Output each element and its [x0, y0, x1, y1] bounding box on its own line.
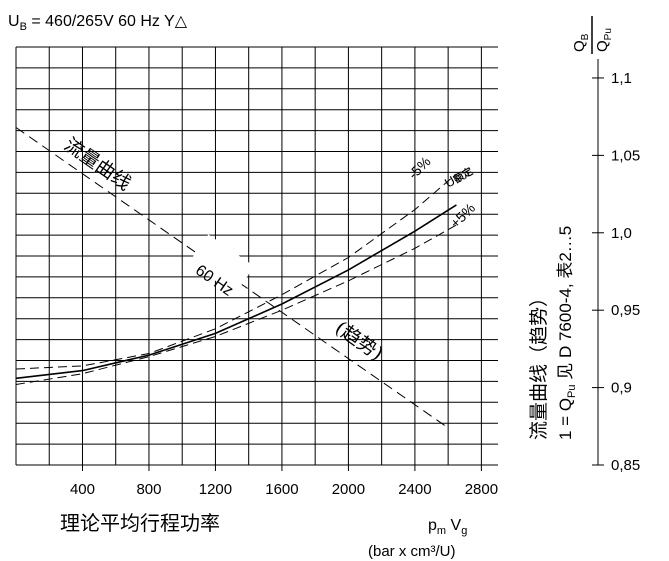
trend-label-trend: (趋势): [331, 317, 387, 365]
series-line-tolerance: [15, 173, 457, 370]
grid: [15, 46, 498, 466]
svg-text:流量曲线（趋势）: 流量曲线（趋势）: [528, 288, 550, 440]
x-axis-title: 理论平均行程功率: [60, 511, 220, 535]
supply-voltage-label: UB = 460/265V 60 Hz Y△: [8, 13, 188, 33]
right-axis-title: QB QPu: [571, 16, 614, 54]
y-axis-ticks: 0,85 0,9 0,95 1,0 1,05 1,1: [592, 59, 640, 474]
series-lines: [15, 127, 457, 429]
x-tick-label: 400: [70, 481, 95, 498]
x-tick-label: 2800: [465, 481, 498, 498]
x-tick-label: 1600: [265, 481, 298, 498]
svg-text:QPu: QPu: [594, 28, 614, 52]
x-tick-label: 2400: [398, 481, 431, 498]
x-tick-label: 800: [136, 481, 161, 498]
right-side-note: 流量曲线（趋势） 1 = QPu 见 D 7600-4, 表2…5: [528, 226, 578, 440]
y-tick-label: 1,0: [611, 225, 632, 242]
trend-label-flow-curve: 流量曲线: [60, 134, 135, 195]
rated-voltage-label: U额定: [442, 163, 475, 191]
x-axis-ticks: 400 800 1200 1600 2000 2400 2800: [70, 465, 498, 498]
y-tick-label: 0,85: [611, 457, 640, 474]
x-tick-label: 2000: [332, 481, 365, 498]
minus5-label: -5%: [405, 153, 434, 182]
x-tick-label: 1200: [199, 481, 232, 498]
trend-label-mask: [188, 234, 255, 295]
y-tick-label: 0,9: [611, 380, 632, 397]
y-tick-label: 1,1: [611, 70, 632, 87]
plus5-label: +5%: [447, 200, 478, 231]
series-line-tolerance: [15, 224, 457, 385]
y-tick-label: 0,95: [611, 302, 640, 319]
series-line-rated: [15, 204, 457, 380]
y-tick-label: 1,05: [611, 147, 640, 164]
x-axis-unit: (bar x cm³/U): [368, 543, 456, 560]
svg-text:QB: QB: [571, 33, 591, 52]
x-axis-symbol: pm Vg: [428, 517, 467, 537]
svg-text:1 = QPu 见 D 7600-4, 表2…5: 1 = QPu 见 D 7600-4, 表2…5: [556, 226, 578, 440]
